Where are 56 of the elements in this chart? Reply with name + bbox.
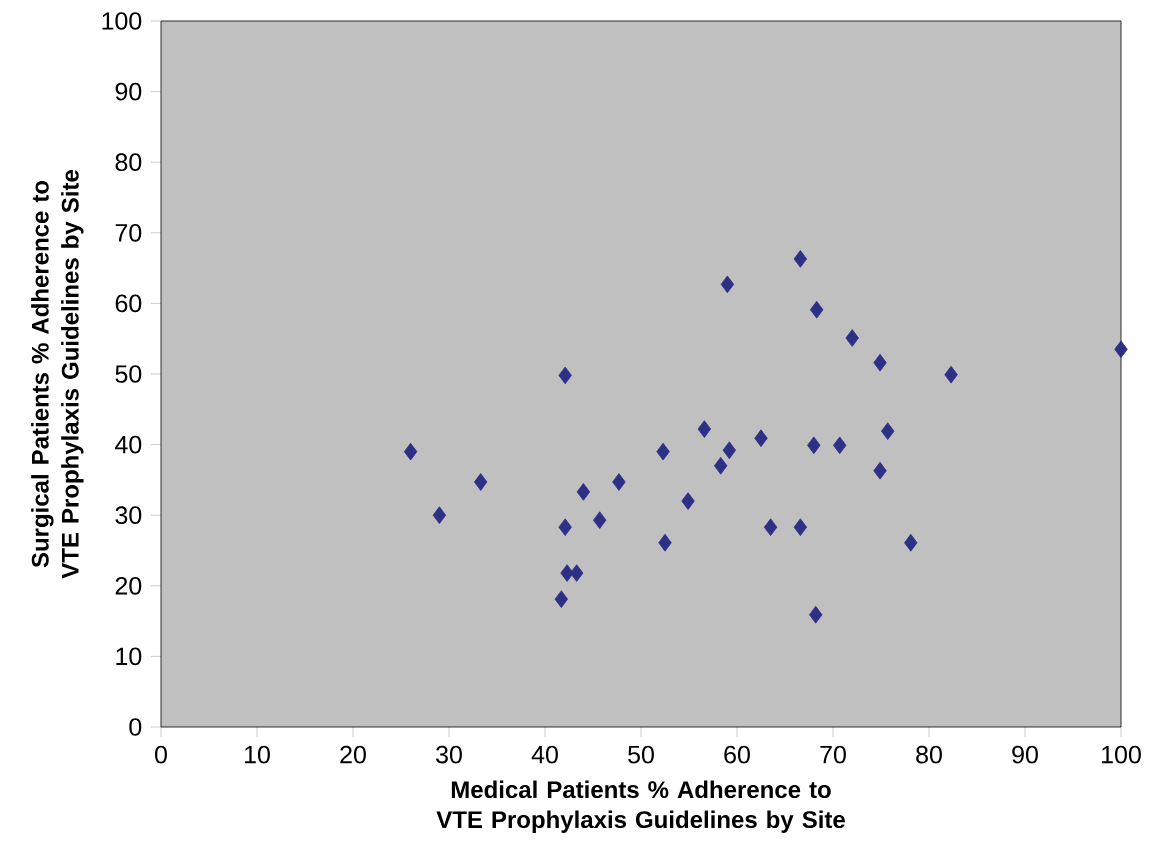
point (720, 275, 735, 294)
x-tick-label: 80 (916, 745, 942, 764)
point (873, 353, 887, 372)
y-tick-label: 10 (116, 647, 142, 666)
point (722, 441, 737, 460)
point (833, 436, 847, 455)
point (658, 533, 672, 552)
point (558, 518, 572, 536)
point (944, 365, 958, 384)
point (560, 564, 574, 582)
y-tick-label: 100 (102, 12, 142, 30)
point (681, 492, 695, 510)
point (873, 461, 887, 480)
point (763, 518, 778, 536)
x-tick-label: 100 (1102, 745, 1141, 764)
x-tick-label: 40 (531, 745, 558, 764)
point (656, 442, 670, 461)
point (612, 473, 626, 491)
x-tick-label: 10 (245, 745, 270, 764)
x-tick-label: 0 (155, 745, 167, 764)
y-tick-label: 80 (115, 153, 142, 172)
x-axis-title: Medical Patients % Adherence to VTE Prophylaxis Guidelines by Site (436, 780, 845, 833)
point (793, 250, 808, 268)
y-tick-label: 70 (115, 223, 142, 242)
y-tick-label: 60 (115, 294, 142, 313)
point (593, 511, 607, 529)
point (432, 506, 447, 524)
x-tick-label: 20 (340, 745, 366, 764)
x-tick-label: 90 (1012, 745, 1038, 764)
point (403, 442, 418, 461)
point (809, 300, 824, 319)
point (713, 456, 728, 475)
point (807, 436, 821, 455)
point (554, 590, 569, 609)
y-tick-label: 0 (129, 718, 142, 736)
y-tick-label: 30 (115, 506, 142, 525)
point (809, 605, 823, 624)
x-tick-label: 60 (724, 745, 750, 764)
point (881, 422, 895, 440)
point (576, 483, 591, 501)
point (473, 473, 488, 491)
point (558, 366, 572, 385)
y-tick-label: 90 (115, 82, 142, 101)
point (754, 429, 768, 448)
point (793, 518, 808, 536)
y-tick-label: 40 (115, 435, 142, 454)
point (904, 533, 918, 552)
x-tick-label: 50 (628, 745, 654, 764)
y-axis-title: Surgical Patients % Adherence to VTE Prophylaxis Guidelines by Site (31, 170, 84, 579)
point (1114, 340, 1128, 359)
point (845, 329, 859, 347)
y-tick-label: 50 (115, 365, 142, 383)
y-tick-label: 20 (115, 576, 142, 595)
point (697, 420, 712, 438)
x-tick-label: 30 (436, 745, 462, 764)
x-tick-label: 70 (820, 745, 846, 764)
